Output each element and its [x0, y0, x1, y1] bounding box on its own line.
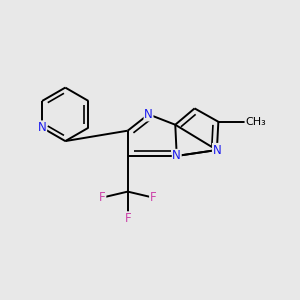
Text: N: N — [38, 121, 46, 134]
Text: N: N — [38, 121, 46, 134]
Text: N: N — [172, 149, 181, 162]
Text: N: N — [212, 143, 221, 157]
Text: F: F — [150, 191, 156, 204]
Text: N: N — [144, 108, 153, 121]
Text: CH₃: CH₃ — [245, 117, 266, 127]
Text: F: F — [124, 212, 131, 225]
Text: F: F — [99, 191, 106, 204]
